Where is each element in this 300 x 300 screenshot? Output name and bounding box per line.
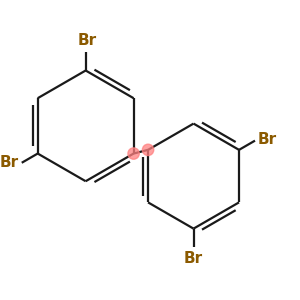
Circle shape — [142, 144, 154, 155]
Circle shape — [128, 148, 139, 159]
Text: Br: Br — [184, 251, 203, 266]
Text: Br: Br — [77, 33, 97, 48]
Text: Br: Br — [258, 132, 277, 147]
Text: Br: Br — [0, 155, 19, 170]
